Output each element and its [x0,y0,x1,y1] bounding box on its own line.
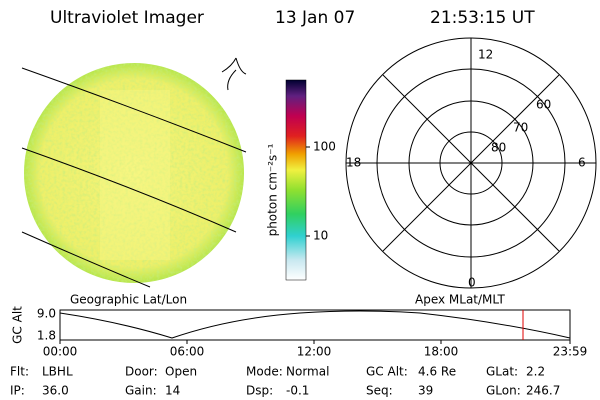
field-label: Seq: [366,384,393,398]
lat-label: 60 [536,98,551,112]
orbit-y-title: GC Alt [11,306,25,344]
field-label: GLat: [486,365,518,379]
field-value: 39 [418,384,433,398]
coast [221,57,247,91]
grid-curve [21,147,237,233]
orbit-x-tick: 06:00 [170,345,205,359]
grid-curve [21,231,151,288]
lat-label: 80 [491,141,506,155]
lat-label: 70 [513,121,528,135]
field-value: 246.7 [526,384,560,398]
field-label: Gain: [125,384,157,398]
orbit-x-ticks: 00:00 06:00 12:00 18:00 23:59 [43,340,588,359]
image-disk [24,63,244,283]
image-band [100,90,170,260]
field-label: Flt: [10,365,29,379]
colorbar-unit: photon cm⁻²s⁻¹ [266,143,280,236]
field-label: Mode: [246,365,283,379]
field-value: 2.2 [526,365,545,379]
time: 21:53:15 UT [430,8,535,28]
orbit-x-tick: 23:59 [553,345,588,359]
colorbar-tick-label: 100 [313,140,336,154]
mlt-label: 0 [468,276,476,290]
field-value: Normal [286,365,329,379]
field-label: IP: [10,384,25,398]
colorbar-tick-label: 10 [313,229,328,243]
mlt-label: 18 [346,156,361,170]
field-label: Dsp: [246,384,273,398]
date: 13 Jan 07 [275,8,355,28]
footer: Flt: LBHL Door: Open Mode: Normal GC Alt: 4.6 R… [10,365,560,398]
polar-grid [345,37,597,289]
orbit-x-tick: 12:00 [297,345,332,359]
field-value: -0.1 [286,384,309,398]
orbit-left-label: Geographic Lat/Lon [70,293,187,307]
field-value: 4.6 Re [418,365,456,379]
orbit-curve [59,310,571,339]
orbit-frame [59,309,571,341]
image [21,57,247,288]
mlt-label: 6 [578,156,586,170]
field-label: GC Alt: [366,365,408,379]
colorbar [285,79,307,281]
mlt-label: 12 [478,48,493,62]
orbit-x-tick: 00:00 [43,345,78,359]
field-label: GLon: [486,384,521,398]
orbit-y-tick: 1.8 [37,329,56,343]
orbit-y-tick: 9.0 [37,307,56,321]
field-label: Door: [125,365,158,379]
orbit-x-tick: 18:00 [424,345,459,359]
title: Ultraviolet Imager [50,8,204,28]
orbit-right-label: Apex MLat/MLT [415,293,505,307]
field-value: Open [165,365,197,379]
field-value: 36.0 [42,384,69,398]
field-value: LBHL [42,365,73,379]
field-value: 14 [165,384,180,398]
grid-curve [21,67,247,153]
